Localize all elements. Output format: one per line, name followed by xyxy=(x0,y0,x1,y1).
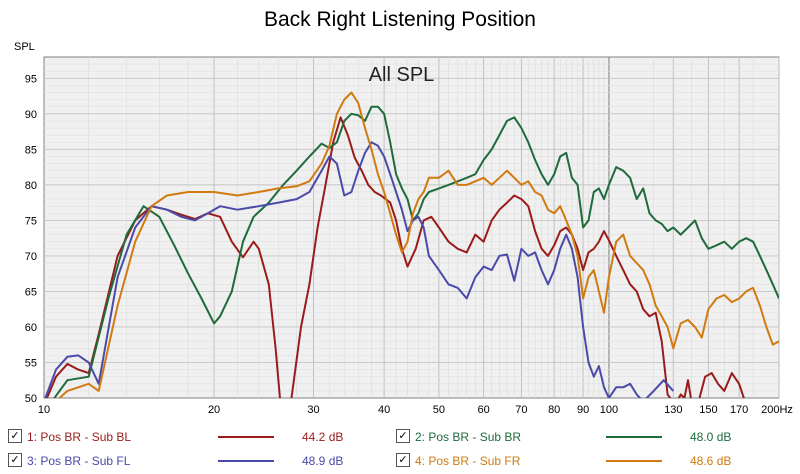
legend-entry: ✓ 4: Pos BR - Sub FR 48.6 dB xyxy=(396,453,786,473)
y-tick-label: 75 xyxy=(25,215,37,227)
legend-label: 4: Pos BR - Sub FR xyxy=(415,454,521,468)
spl-chart: 50 55 60 65 70 75 80 85 90 95 10 20 30 40 50 60 70 80 90 10… xyxy=(25,56,793,416)
x-tick-label: 150 xyxy=(699,404,717,416)
legend-swatch xyxy=(218,436,274,438)
y-tick-label: 80 xyxy=(25,180,37,192)
x-tick-label: 70 xyxy=(515,404,527,416)
y-tick-label: 60 xyxy=(25,322,37,334)
legend-entry: ✓ 2: Pos BR - Sub BR 48.0 dB xyxy=(396,429,786,449)
legend-swatch xyxy=(606,436,662,438)
legend-level: 48.6 dB xyxy=(690,454,732,468)
legend-level: 48.0 dB xyxy=(690,430,732,444)
x-tick-label: 30 xyxy=(307,404,319,416)
legend-checkbox[interactable]: ✓ xyxy=(396,429,410,443)
legend-entry: ✓ 1: Pos BR - Sub BL 44.2 dB xyxy=(8,429,398,449)
y-tick-label: 65 xyxy=(25,286,37,298)
legend-entry: ✓ 3: Pos BR - Sub FL 48.9 dB xyxy=(8,453,398,473)
x-tick-label: 200Hz xyxy=(761,404,793,416)
legend-level: 48.9 dB xyxy=(302,454,344,468)
y-tick-label: 90 xyxy=(25,109,37,121)
legend-swatch xyxy=(606,460,662,462)
y-tick-label: 50 xyxy=(25,393,37,405)
y-tick-label: 70 xyxy=(25,251,37,263)
x-tick-label: 50 xyxy=(433,404,445,416)
x-tick-label: 20 xyxy=(208,404,220,416)
legend-label: 2: Pos BR - Sub BR xyxy=(415,430,522,444)
series-line-2 xyxy=(53,105,779,398)
x-tick-label: 170 xyxy=(730,404,748,416)
legend-checkbox[interactable]: ✓ xyxy=(396,453,410,467)
legend-label: 1: Pos BR - Sub BL xyxy=(27,430,132,444)
x-tick-label: 60 xyxy=(477,404,489,416)
legend: ✓ 1: Pos BR - Sub BL 44.2 dB ✓ 2: Pos BR - S… xyxy=(0,424,800,474)
x-tick-label: 80 xyxy=(548,404,560,416)
x-tick-label: 10 xyxy=(38,404,50,416)
y-tick-label: 95 xyxy=(25,73,37,85)
series-line-3 xyxy=(44,141,675,398)
chart-title: All SPL xyxy=(369,64,435,86)
series-line-4 xyxy=(58,91,779,398)
legend-level: 44.2 dB xyxy=(302,430,344,444)
series-line-1 xyxy=(45,116,745,398)
x-tick-label: 100 xyxy=(600,404,618,416)
legend-checkbox[interactable]: ✓ xyxy=(8,453,22,467)
x-tick-label: 90 xyxy=(577,404,589,416)
x-tick-label: 130 xyxy=(664,404,682,416)
legend-checkbox[interactable]: ✓ xyxy=(8,429,22,443)
y-tick-label: 55 xyxy=(25,357,37,369)
page-title: Back Right Listening Position xyxy=(264,8,536,31)
y-tick-label: 85 xyxy=(25,144,37,156)
x-tick-label: 40 xyxy=(378,404,390,416)
legend-label: 3: Pos BR - Sub FL xyxy=(27,454,131,468)
y-axis-label: SPL xyxy=(14,41,35,53)
legend-swatch xyxy=(218,460,274,462)
